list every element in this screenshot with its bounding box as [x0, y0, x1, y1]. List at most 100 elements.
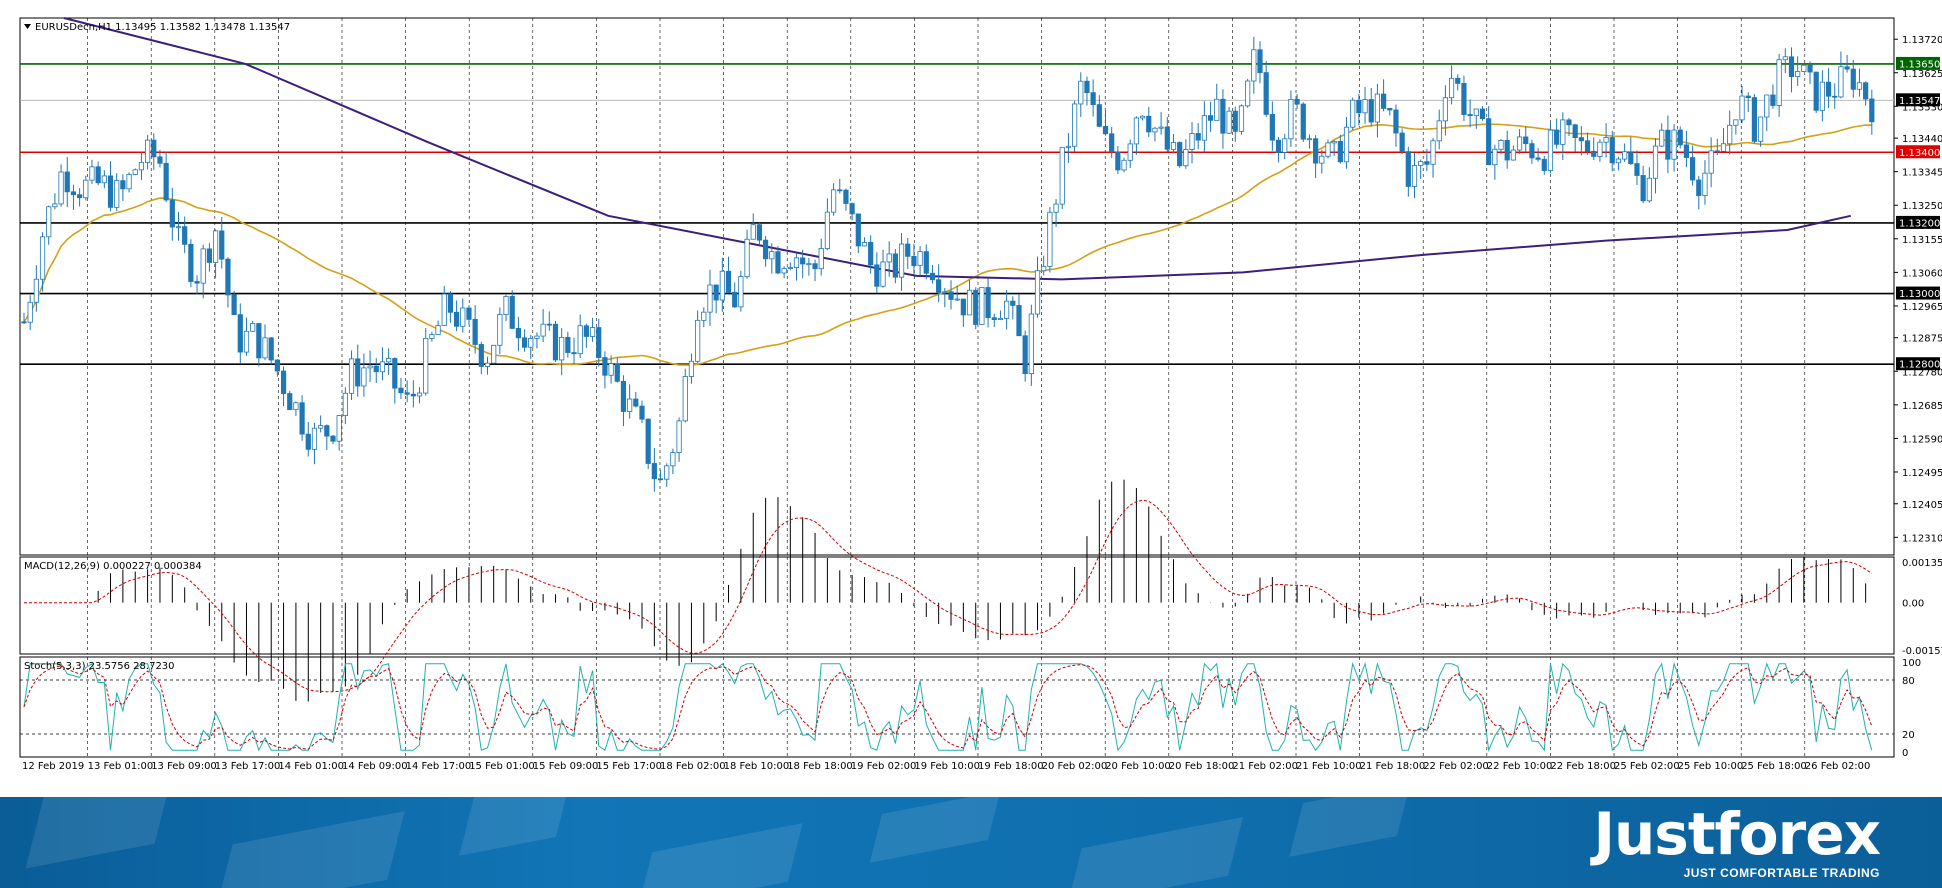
candle-body [1473, 108, 1479, 117]
candle-body [1782, 56, 1788, 61]
candle-body [1776, 59, 1782, 106]
candle-body [1696, 179, 1702, 196]
candle-body [1294, 98, 1300, 105]
candle-body [676, 420, 682, 453]
y-tick-label: 1.13625 [1902, 69, 1942, 80]
level-tag [1896, 286, 1940, 300]
x-tick-label: 13 Feb 17:00 [215, 761, 281, 772]
candle-body [27, 301, 33, 323]
x-tick-label: 13 Feb 01:00 [88, 761, 154, 772]
candle-body [1275, 139, 1282, 153]
candle-body [1541, 158, 1547, 171]
level-tag [1896, 215, 1940, 229]
candle-body [1319, 155, 1325, 164]
candle-body [1764, 94, 1770, 118]
candle-body [534, 335, 540, 339]
candle-body [936, 279, 942, 293]
candle-body [305, 433, 311, 450]
candle-body [497, 314, 503, 346]
candle-body [151, 139, 157, 158]
candle-body [460, 307, 466, 327]
candle-body [657, 478, 664, 481]
candle-body [1337, 141, 1343, 163]
candle-body [806, 263, 812, 266]
candle-body [83, 179, 89, 199]
candle-body [929, 272, 936, 281]
candle-body [1288, 98, 1294, 140]
candle-body [948, 291, 954, 300]
level-tag [1896, 93, 1940, 107]
candle-body [1486, 118, 1492, 166]
candle-body [565, 336, 571, 353]
candle-body [861, 241, 868, 247]
candle-body [1387, 108, 1393, 111]
candle-body [1727, 124, 1733, 145]
x-tick-label: 14 Feb 09:00 [342, 761, 408, 772]
candle-body [1158, 126, 1164, 129]
candle-body [398, 387, 404, 394]
candle-body [1189, 133, 1195, 150]
candle-body [942, 291, 948, 294]
candle-body [824, 211, 831, 249]
candle-body [478, 344, 484, 367]
x-tick-label: 19 Feb 10:00 [914, 761, 980, 772]
candle-body [886, 253, 892, 263]
candle-body [769, 251, 775, 260]
y-axis-labels: 1.13720 1.13625 1.13530 1.13440 1.13345 1.132… [1894, 35, 1942, 544]
level-tag-label: 1.13000 [1899, 289, 1940, 300]
candle-body [1659, 129, 1665, 147]
candle-body [1152, 127, 1158, 133]
candle-body [441, 293, 447, 326]
candle-body [1115, 151, 1121, 171]
candle-body [991, 317, 997, 321]
candle-body [1059, 146, 1065, 205]
dropdown-triangle-icon[interactable] [24, 24, 31, 29]
level-tag-label: 1.12800 [1899, 360, 1940, 371]
candle-body [1603, 137, 1609, 143]
candle-body [781, 268, 787, 274]
candle-body [1560, 119, 1566, 145]
candle-body [1133, 117, 1139, 145]
candle-body [552, 323, 559, 361]
candle-body [1164, 126, 1170, 150]
candle-body [670, 452, 676, 467]
candle-body [491, 344, 497, 364]
candle-body [336, 415, 342, 442]
candle-body [256, 323, 262, 359]
x-tick-label: 20 Feb 10:00 [1105, 761, 1171, 772]
candle-body [373, 365, 379, 373]
candle-body [89, 166, 95, 181]
x-tick-label: 25 Feb 10:00 [1678, 761, 1744, 772]
candle-body [132, 169, 138, 175]
candle-body [1591, 150, 1597, 157]
candle-body [1690, 157, 1696, 181]
candle-body [157, 156, 163, 164]
candle-body [1028, 313, 1034, 375]
candle-body [1751, 97, 1757, 142]
x-axis-labels: 12 Feb 2019 13 Feb 01:0013 Feb 09:0013 Fe… [22, 761, 1870, 772]
candle-body [126, 174, 132, 190]
candle-body [429, 334, 435, 339]
candle-body [559, 336, 565, 361]
candle-body [52, 203, 58, 208]
candle-body [1183, 149, 1189, 167]
candle-body [268, 337, 274, 361]
candle-body [1714, 150, 1720, 153]
candle-body [521, 337, 528, 348]
candle-body [1807, 64, 1813, 73]
candle-body [169, 199, 175, 228]
candle-body [1733, 119, 1739, 126]
candle-body [985, 287, 991, 319]
candle-body [1282, 138, 1288, 153]
candle-body [194, 281, 200, 284]
stoch-signal-line [23, 664, 1873, 750]
candle-body [750, 224, 756, 240]
x-tick-label: 26 Feb 02:00 [1805, 761, 1871, 772]
candle-body [1109, 133, 1115, 153]
candle-body [1479, 108, 1486, 120]
candle-body [1022, 335, 1028, 375]
level-tag [1896, 357, 1940, 371]
candle-body [1529, 143, 1535, 159]
stoch-title: Stoch(5,3,3) 23.5756 28.7230 [24, 661, 175, 672]
stochastic-lines: 100 80 20 0 [20, 658, 1921, 759]
